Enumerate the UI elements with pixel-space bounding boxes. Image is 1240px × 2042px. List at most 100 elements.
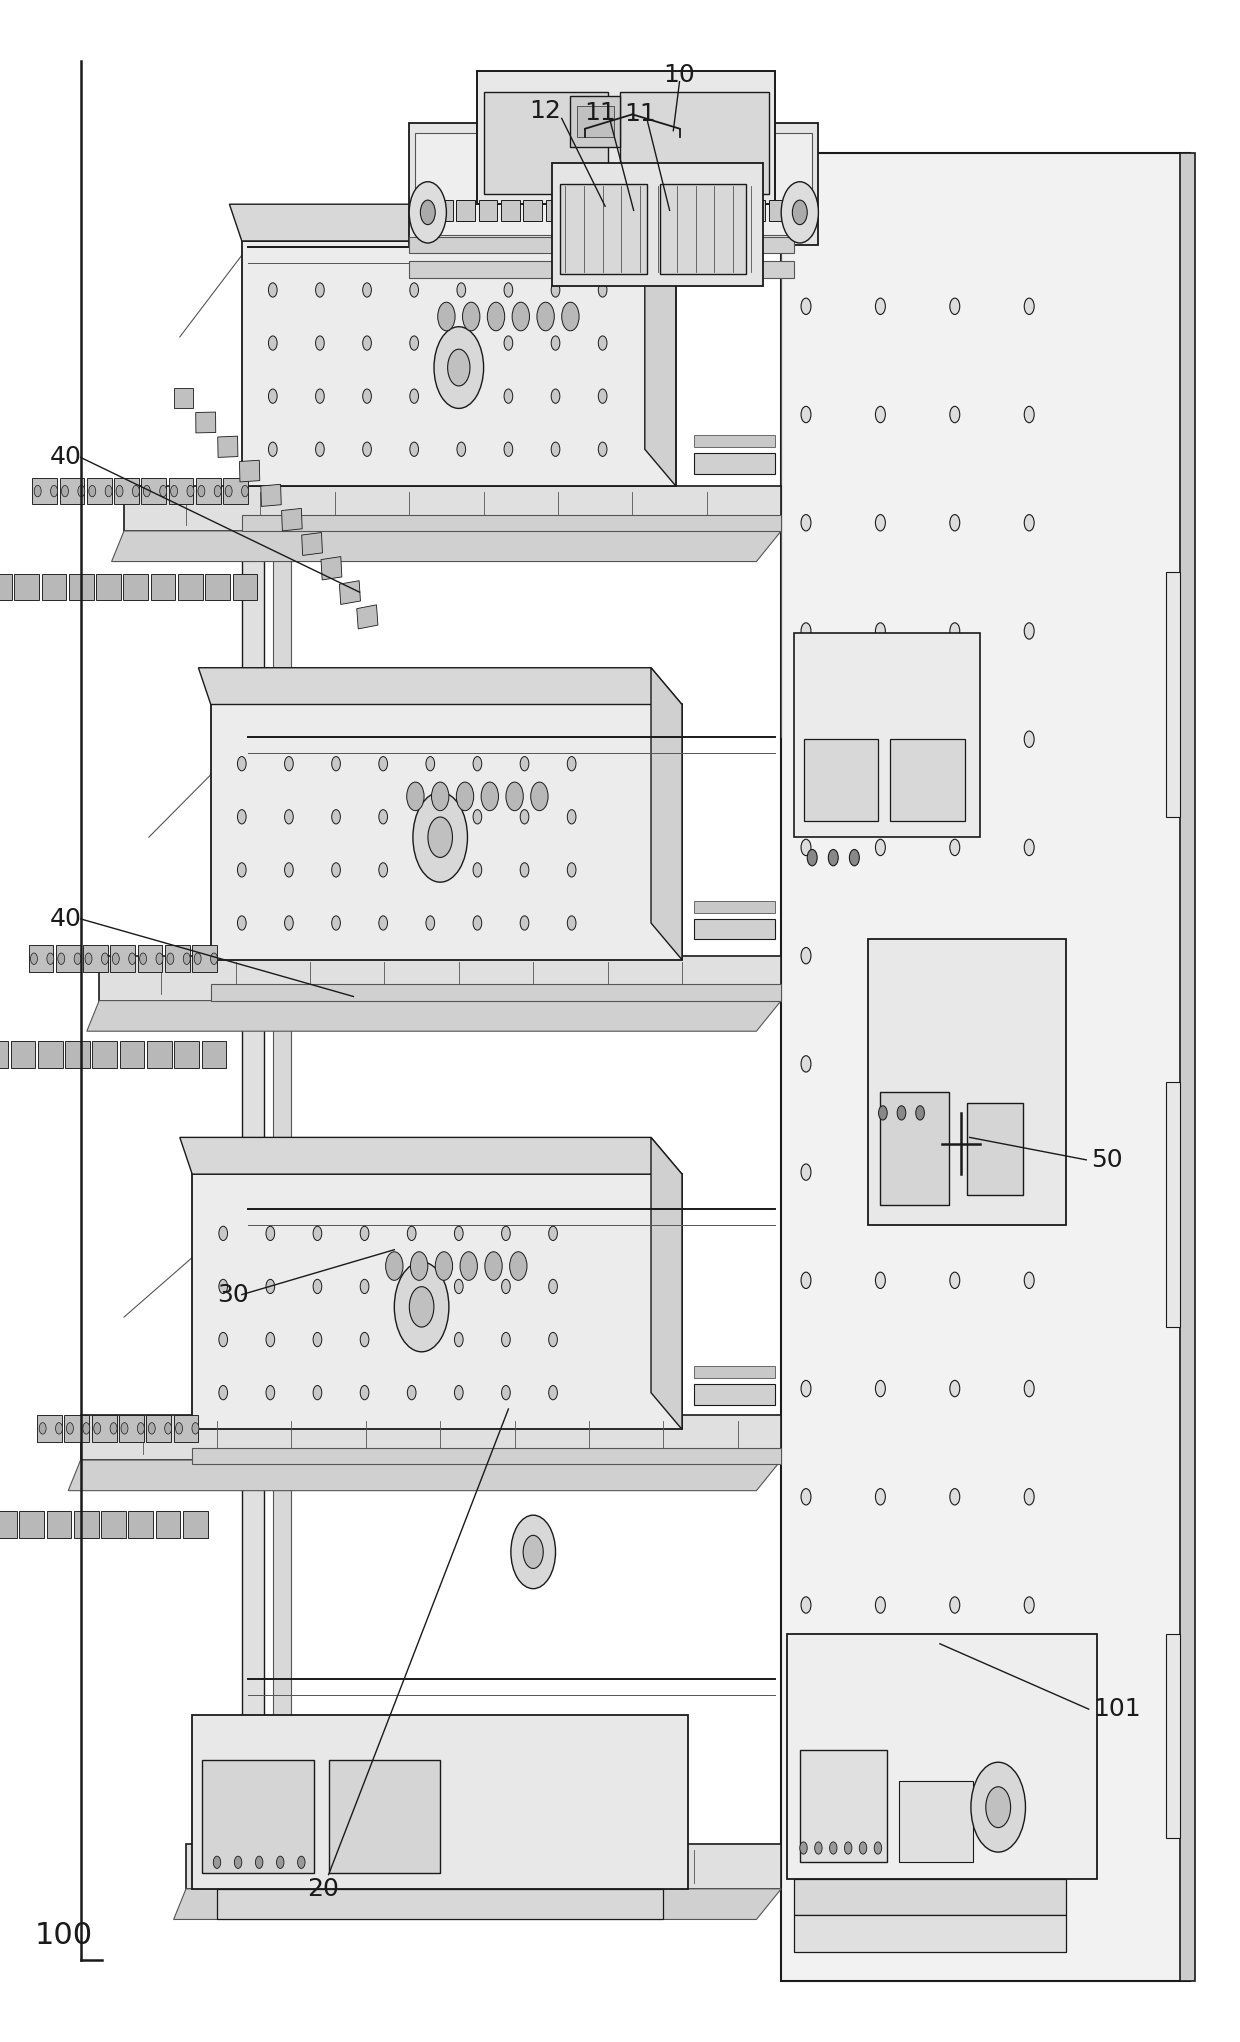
Bar: [434, 200, 453, 221]
Circle shape: [950, 623, 960, 639]
Circle shape: [531, 782, 548, 811]
Polygon shape: [651, 668, 682, 960]
Circle shape: [1024, 1380, 1034, 1397]
Circle shape: [830, 1842, 837, 1854]
Bar: [83, 945, 108, 972]
Circle shape: [875, 1164, 885, 1180]
Circle shape: [521, 915, 528, 929]
Bar: [64, 1415, 89, 1442]
Polygon shape: [781, 153, 1190, 1981]
Circle shape: [456, 388, 465, 404]
Bar: [233, 574, 258, 600]
Circle shape: [875, 515, 885, 531]
Text: 20: 20: [308, 1877, 340, 1901]
Circle shape: [521, 758, 528, 772]
Bar: [14, 574, 38, 600]
Circle shape: [875, 1813, 885, 1830]
Circle shape: [875, 406, 885, 423]
Bar: [301, 533, 322, 555]
Circle shape: [378, 758, 387, 772]
Circle shape: [285, 915, 293, 929]
Circle shape: [316, 284, 325, 298]
Bar: [20, 1511, 45, 1538]
Bar: [202, 1041, 226, 1068]
Circle shape: [1024, 1813, 1034, 1830]
Circle shape: [409, 284, 418, 298]
Circle shape: [875, 1489, 885, 1505]
Circle shape: [35, 486, 41, 496]
Circle shape: [503, 443, 513, 457]
Circle shape: [792, 200, 807, 225]
Bar: [202, 1760, 314, 1873]
Circle shape: [362, 284, 371, 298]
Circle shape: [1024, 731, 1034, 747]
Circle shape: [950, 298, 960, 314]
Circle shape: [950, 1380, 960, 1397]
Circle shape: [144, 486, 150, 496]
Polygon shape: [651, 1137, 682, 1429]
Circle shape: [213, 1856, 221, 1868]
Circle shape: [481, 782, 498, 811]
Circle shape: [267, 1278, 274, 1295]
Circle shape: [238, 915, 246, 929]
Bar: [81, 1415, 781, 1460]
Bar: [119, 1415, 144, 1442]
Bar: [1166, 1082, 1180, 1327]
Bar: [568, 200, 587, 221]
Bar: [899, 1781, 973, 1862]
Text: 10: 10: [663, 63, 696, 86]
Bar: [321, 557, 342, 580]
Bar: [794, 1915, 1066, 1952]
Bar: [186, 1844, 781, 1889]
Circle shape: [78, 486, 84, 496]
Circle shape: [551, 443, 560, 457]
Bar: [165, 945, 190, 972]
Bar: [260, 484, 281, 506]
Circle shape: [113, 954, 119, 964]
Circle shape: [110, 1423, 117, 1433]
Circle shape: [67, 1423, 73, 1433]
Circle shape: [1024, 1597, 1034, 1613]
Circle shape: [801, 406, 811, 423]
Circle shape: [269, 335, 277, 349]
Circle shape: [562, 302, 579, 331]
Circle shape: [432, 782, 449, 811]
Bar: [102, 1511, 126, 1538]
Circle shape: [167, 954, 174, 964]
Circle shape: [1024, 1922, 1034, 1938]
Bar: [29, 945, 53, 972]
Bar: [281, 508, 303, 531]
Circle shape: [448, 349, 470, 386]
Polygon shape: [229, 204, 676, 241]
Bar: [868, 939, 1066, 1225]
Circle shape: [1024, 1272, 1034, 1289]
Circle shape: [474, 915, 481, 929]
Bar: [523, 200, 542, 221]
Text: 11: 11: [584, 102, 616, 125]
Circle shape: [218, 1333, 228, 1348]
Bar: [138, 945, 162, 972]
Circle shape: [463, 302, 480, 331]
Bar: [146, 1041, 171, 1068]
Bar: [192, 1448, 781, 1464]
Circle shape: [138, 1423, 144, 1433]
Bar: [694, 435, 775, 447]
Circle shape: [407, 1333, 415, 1348]
Bar: [552, 163, 763, 286]
Bar: [1180, 153, 1195, 1981]
Circle shape: [409, 1286, 434, 1327]
Circle shape: [1024, 515, 1034, 531]
Circle shape: [567, 809, 575, 823]
Circle shape: [378, 864, 387, 878]
Circle shape: [801, 1922, 811, 1938]
Bar: [746, 200, 765, 221]
Circle shape: [105, 486, 112, 496]
Bar: [329, 1760, 440, 1873]
Circle shape: [950, 1489, 960, 1505]
Circle shape: [62, 486, 68, 496]
Circle shape: [198, 486, 205, 496]
Bar: [205, 574, 229, 600]
Circle shape: [801, 1056, 811, 1072]
Circle shape: [950, 1705, 960, 1721]
Circle shape: [548, 1278, 558, 1295]
